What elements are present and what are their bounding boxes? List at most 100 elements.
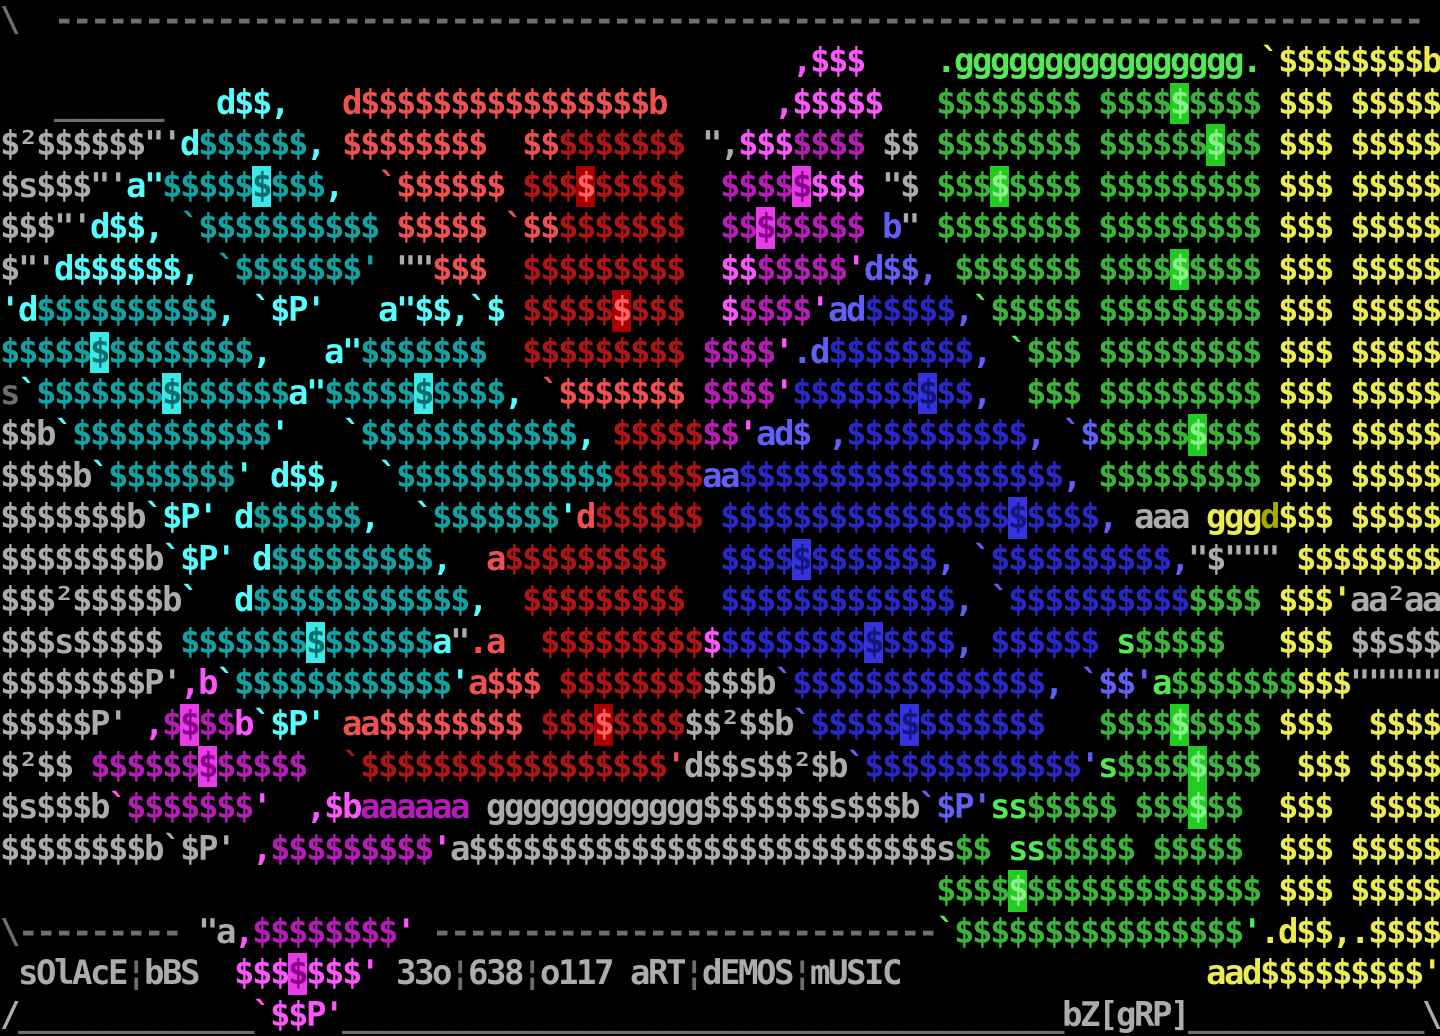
art-run: a" bbox=[324, 331, 362, 372]
art-run: , bbox=[954, 621, 974, 662]
art-run: ______ bbox=[54, 82, 164, 123]
art-run: , bbox=[1098, 497, 1118, 538]
art-run: ' bbox=[234, 455, 254, 496]
art-run: $$$$$$$$P' bbox=[0, 663, 182, 704]
art-run: / bbox=[0, 994, 20, 1035]
art-run: $ bbox=[1206, 124, 1226, 166]
art-run: $$$$$$$$$$$$$$ bbox=[792, 663, 1046, 704]
art-run: $$$$$$$$ bbox=[252, 911, 398, 952]
art-run: bZ[gRP] bbox=[1062, 994, 1190, 1035]
art-run: $ bbox=[576, 165, 596, 208]
art-run: $$$$$$ bbox=[324, 621, 434, 662]
art-run: , bbox=[252, 828, 272, 869]
art-run: $$$$$$$$$ bbox=[1098, 290, 1262, 331]
art-run: $$ bbox=[522, 124, 560, 165]
art-run: $$$$$$$$ bbox=[558, 663, 704, 704]
art-run: $$$ bbox=[1026, 331, 1082, 372]
art-run: aa bbox=[702, 455, 740, 496]
art-run: $$$$$$$$$$$ bbox=[72, 414, 272, 455]
art-run: $$$$$$$$$$$$$ bbox=[720, 580, 956, 621]
art-run: $$$$ bbox=[1026, 497, 1100, 538]
art-run: ,b bbox=[180, 663, 218, 704]
art-run: " bbox=[450, 621, 470, 662]
art-run: d bbox=[252, 538, 272, 579]
art-run: $$ bbox=[720, 248, 758, 289]
art-run: ' bbox=[396, 911, 416, 952]
art-run: ` bbox=[792, 704, 812, 745]
art-run: `$$ bbox=[504, 207, 560, 248]
art-run: ' bbox=[666, 745, 686, 786]
art-run: ` bbox=[216, 663, 236, 704]
art-run: $²$$$$$$"' bbox=[0, 124, 182, 165]
art-run: , bbox=[234, 911, 254, 952]
art-run: ¦ bbox=[522, 953, 542, 994]
art-run: $$$$$$$$$$$$$ bbox=[1026, 870, 1262, 911]
art-run: .a bbox=[468, 621, 506, 662]
art-run: `$$$$$$$$$$ bbox=[180, 207, 380, 248]
art-run: a bbox=[432, 621, 452, 662]
art-run: $$$$$ bbox=[1152, 828, 1244, 869]
art-run: ` bbox=[936, 911, 956, 952]
art-run: $ bbox=[756, 207, 776, 249]
art-run: $$$$$$$$$$$$ bbox=[360, 414, 578, 455]
art-run: $$$$$ bbox=[1350, 290, 1440, 331]
art-run: ` bbox=[54, 414, 74, 455]
art-run: $$$ bbox=[1134, 787, 1190, 828]
art-run: ' bbox=[1422, 953, 1440, 994]
art-run: ad$ bbox=[756, 414, 812, 455]
art-run: aRT bbox=[630, 953, 686, 994]
art-run: ' bbox=[810, 290, 830, 331]
art-run: $$$$$$$$$ bbox=[522, 248, 686, 289]
art-run: $$$ bbox=[540, 704, 596, 745]
art-run: $$$$$ bbox=[594, 165, 686, 206]
art-run: $ bbox=[918, 372, 938, 415]
art-run: $ bbox=[162, 704, 182, 745]
art-run: `$P' bbox=[144, 497, 218, 538]
art-run: $ bbox=[612, 290, 632, 332]
art-run: $ bbox=[1008, 497, 1028, 539]
art-run: $$ bbox=[936, 372, 974, 413]
art-run: , bbox=[306, 124, 326, 165]
art-run: ' bbox=[252, 787, 272, 828]
art-run: sOlAcE bbox=[18, 953, 128, 994]
art-run: s bbox=[1116, 621, 1136, 662]
art-run: $$$$$$$ bbox=[558, 207, 686, 248]
art-run: $ bbox=[306, 621, 326, 664]
art-run: $ bbox=[1170, 704, 1190, 746]
art-run: $$ bbox=[954, 828, 992, 869]
art-run: $$$$ bbox=[1098, 704, 1172, 745]
art-run: $$$$$$$$$ bbox=[1098, 165, 1262, 206]
art-run: $$$ bbox=[1278, 414, 1334, 455]
art-run: mUSIC bbox=[810, 953, 902, 994]
art-run: "a bbox=[198, 911, 236, 952]
art-run: ' bbox=[432, 828, 452, 869]
art-run: ' bbox=[558, 497, 578, 538]
art-run: $$$$ bbox=[738, 290, 812, 331]
art-run: $$$b bbox=[702, 663, 776, 704]
art-run: $$$$ bbox=[1188, 82, 1262, 123]
art-run: $ bbox=[792, 165, 812, 208]
art-run: $$$$$ bbox=[1350, 870, 1440, 911]
art-run: $$$$$ bbox=[1350, 372, 1440, 413]
art-run: ", bbox=[702, 124, 740, 165]
art-run: $$$$$$$$$$$$$$$$$$ bbox=[738, 455, 1064, 496]
art-run: a" bbox=[288, 372, 326, 413]
art-run: , bbox=[504, 372, 524, 413]
art-run: b bbox=[234, 704, 254, 745]
art-run: ---------------------------- bbox=[432, 911, 938, 952]
art-run: $ bbox=[1188, 787, 1208, 829]
art-run: ' bbox=[360, 953, 380, 994]
art-run: $$$$$ bbox=[774, 207, 866, 248]
art-run: ¦ bbox=[792, 953, 812, 994]
art-run: \ bbox=[0, 0, 20, 40]
art-run: $$$ bbox=[1278, 290, 1334, 331]
art-run: $$$$$ bbox=[1350, 82, 1440, 123]
art-run: $$$ bbox=[1278, 124, 1334, 165]
art-run: $$$$$$$ bbox=[108, 455, 236, 496]
art-run: $$$$$$$$ bbox=[378, 704, 524, 745]
art-run: ` bbox=[972, 290, 992, 331]
art-run: d$$, bbox=[270, 455, 344, 496]
art-run: $$$$ bbox=[720, 165, 794, 206]
